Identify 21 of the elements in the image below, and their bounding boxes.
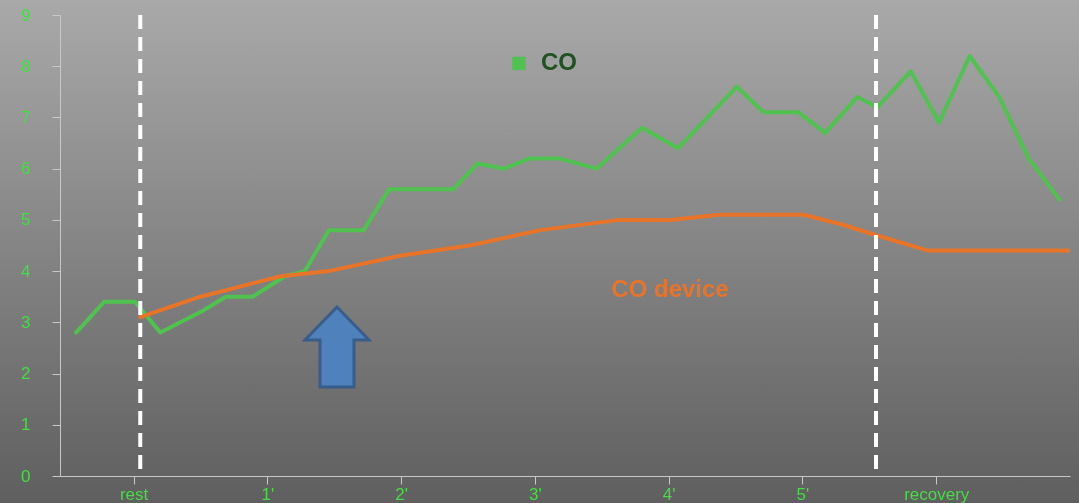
y-tick-label: 6	[21, 159, 31, 179]
y-tick-label: 7	[21, 107, 31, 127]
x-tick-label: 4'	[662, 484, 676, 503]
x-tick-label: 3'	[529, 484, 542, 503]
line-series	[74, 53, 1062, 335]
y-tick-label: 1	[21, 415, 31, 435]
x-tick-label: recovery	[904, 484, 970, 503]
y-tick-label: 4	[21, 261, 31, 281]
y-tick-label: 8	[21, 56, 31, 76]
legend-label: CO	[540, 48, 577, 76]
x-tick-label: 2'	[395, 484, 408, 503]
y-tick-label: 3	[21, 312, 31, 332]
y-tick-label: 9	[21, 5, 31, 25]
x-tick-label: 1'	[261, 484, 275, 503]
y-tick-label: 0	[21, 466, 31, 486]
text: CO device	[611, 274, 729, 302]
line-series	[138, 212, 1070, 320]
x-tick-label: rest	[119, 484, 149, 503]
y-tick-label: 5	[21, 210, 31, 230]
y-tick-label: 2	[21, 364, 31, 384]
x-tick-label: 5'	[796, 484, 810, 503]
